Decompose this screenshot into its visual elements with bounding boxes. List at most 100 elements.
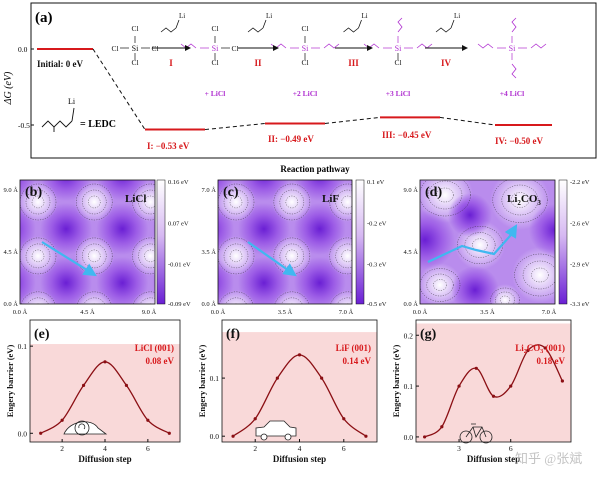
panel-c-cbar-tick-1: -0.2 eV bbox=[367, 220, 387, 227]
panel-c-contour bbox=[279, 243, 305, 269]
panel-b-well bbox=[152, 272, 155, 294]
reagent-li-2: Li bbox=[362, 12, 368, 20]
panel-c-contour bbox=[223, 189, 249, 215]
panel-b-hill bbox=[20, 235, 58, 276]
panel-f-label: (f) bbox=[226, 327, 240, 342]
panel-g-ytick-2: 0.2 bbox=[404, 331, 414, 340]
panel-e-xtick-1: 4 bbox=[103, 444, 107, 453]
molecule-ledc-4-1 bbox=[530, 43, 547, 49]
panel-a-ylabel: ΔG (eV) bbox=[3, 71, 14, 105]
panel-c-tag: LiF bbox=[322, 193, 339, 205]
panel-b-cbar-tick-2: -0.01 eV bbox=[168, 262, 191, 269]
molecule-ledc-3-1 bbox=[416, 43, 433, 49]
panel-b-label: (b) bbox=[25, 185, 42, 200]
panel-d-contour bbox=[522, 260, 555, 290]
watermark: 知乎 @张斌 bbox=[515, 451, 582, 466]
panel-b-contour bbox=[35, 303, 41, 304]
panel-d-ytick-1: 4.5 Å bbox=[404, 248, 419, 256]
car-icon bbox=[255, 420, 297, 437]
step-roman-3: IV bbox=[441, 58, 452, 68]
panel-e-point-4 bbox=[124, 383, 129, 387]
panel-c: (c) LiF 0.1 eV -0.2 eV -0.3 eV -0.5 eV 0.0 Å 3.… bbox=[162, 179, 387, 316]
panel-d-tag: Li2CO3 bbox=[507, 193, 541, 207]
level-label-4: IV: −0.50 eV bbox=[495, 136, 544, 146]
panel-c-cbar-tick-0: 0.1 eV bbox=[367, 179, 385, 186]
panel-c-contour bbox=[233, 303, 239, 304]
panel-c-contour bbox=[168, 190, 192, 214]
panel-d-contour bbox=[495, 291, 515, 304]
panel-g-barrier: 0.18 eV bbox=[537, 356, 566, 366]
panel-c-well bbox=[293, 202, 346, 255]
panel-b-well bbox=[152, 218, 155, 240]
ledc-legend: Li = LEDC bbox=[41, 97, 116, 132]
snail-icon-spiral bbox=[78, 423, 86, 430]
panel-b-hill bbox=[20, 182, 58, 222]
panel-d-contour bbox=[427, 180, 463, 210]
panel-b-hill bbox=[0, 344, 2, 384]
panel-b-xtick-0: 0.0 Å bbox=[13, 308, 28, 316]
level-connector-0 bbox=[92, 48, 146, 130]
panel-d-contour bbox=[531, 267, 549, 283]
panel-e-label: (e) bbox=[34, 327, 50, 342]
panel-g-ylabel: Engery barrier (eV) bbox=[391, 345, 401, 418]
panel-c-hill bbox=[218, 289, 256, 304]
panel-g-label: (g) bbox=[420, 327, 437, 342]
panel-d-contour bbox=[490, 287, 520, 304]
panel-f-xlabel: Diffusion step bbox=[273, 454, 326, 464]
panel-d-contour bbox=[436, 187, 454, 203]
panel-c-contour bbox=[162, 184, 198, 220]
panel-b-well bbox=[96, 202, 149, 255]
panel-d-cbar-tick-3: -3.3 eV bbox=[570, 301, 590, 308]
level-label-3: III: −0.45 eV bbox=[382, 130, 432, 140]
panel-f-title: LiF (001) bbox=[336, 343, 371, 353]
panel-e-xlabel: Diffusion step bbox=[78, 454, 131, 464]
car-icon-wheel-front bbox=[260, 433, 268, 441]
molecule-si-1: Si bbox=[212, 44, 219, 53]
panel-b-colorbar bbox=[156, 179, 166, 305]
panel-c-contour bbox=[285, 195, 299, 209]
bicycle-icon-wheel-front bbox=[459, 430, 473, 444]
panel-b-ytick-0: 9.0 Å bbox=[4, 186, 19, 194]
panel-c-hill bbox=[271, 235, 312, 276]
panel-a-xlabel: Reaction pathway bbox=[280, 164, 350, 174]
panel-b-frame bbox=[19, 179, 156, 305]
panel-f-point-4 bbox=[320, 376, 324, 380]
panel-f-ytick-1: 0.1 bbox=[210, 374, 220, 383]
panel-d-ytick-0: 9.0 Å bbox=[404, 186, 419, 194]
byproduct-3: +3 LiCl bbox=[386, 89, 411, 98]
panel-f-point-0 bbox=[231, 434, 235, 438]
molecule-cl-3-3: Cl bbox=[394, 58, 401, 67]
panel-c-contour bbox=[229, 195, 243, 209]
panel-c-contour bbox=[279, 189, 305, 215]
panel-g-title-li: Li bbox=[515, 343, 524, 353]
panel-g-xtick-0: 3 bbox=[457, 444, 461, 453]
panel-c-ytick-0: 7.0 Å bbox=[202, 186, 217, 194]
panel-c-hill bbox=[218, 182, 256, 222]
panel-f-point-2 bbox=[275, 376, 279, 380]
panel-c-well bbox=[349, 218, 352, 240]
panel-c-colorbar bbox=[355, 179, 365, 305]
panel-c-contour bbox=[174, 250, 186, 262]
panel-e-point-3 bbox=[103, 360, 107, 364]
panel-g-shade bbox=[416, 323, 571, 442]
level-connector-1 bbox=[204, 122, 266, 131]
panel-b-hill bbox=[130, 182, 155, 222]
panel-c-contour bbox=[335, 189, 352, 215]
panel-d-contour bbox=[420, 268, 461, 302]
panel-b-hill bbox=[74, 182, 115, 222]
panel-b-contour bbox=[20, 183, 57, 221]
panel-d-ytick-2: 0.0 Å bbox=[404, 300, 419, 308]
panel-f-xtick-2: 6 bbox=[342, 444, 346, 453]
panel-d-contour bbox=[420, 180, 471, 217]
panel-c-xtick-1: 3.5 Å bbox=[278, 308, 293, 316]
panel-b: (b) LiCl 0.16 eV 0.07 eV -0.01 eV -0.09 eV 0.0… bbox=[0, 179, 192, 384]
panel-f-point-6 bbox=[364, 434, 368, 438]
panel-g-ytick-1: 0.1 bbox=[404, 382, 414, 391]
level-label-1: I: −0.53 eV bbox=[147, 141, 190, 151]
level-label-2: II: −0.49 eV bbox=[268, 134, 314, 144]
molecule-cl-1-1: Cl bbox=[231, 44, 238, 53]
molecule-si-4: Si bbox=[509, 44, 516, 53]
ledc-legend-text: = LEDC bbox=[80, 119, 116, 130]
